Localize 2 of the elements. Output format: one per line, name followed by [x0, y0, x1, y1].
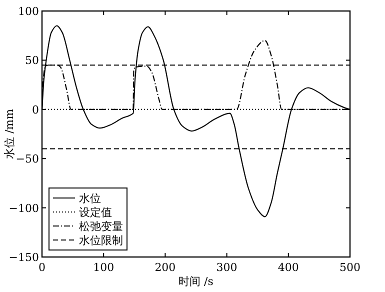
xlabel: 时间 /s: [178, 275, 214, 288]
ylabel: 水位 /mm: [3, 108, 16, 160]
